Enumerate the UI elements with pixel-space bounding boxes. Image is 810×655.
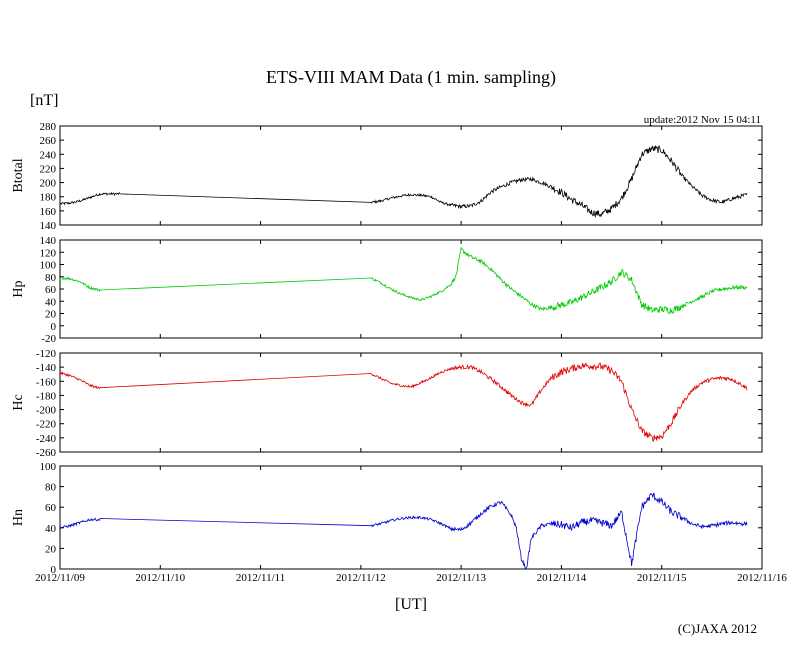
panel-frame	[59, 125, 763, 226]
y-tick-label: 160	[40, 206, 57, 218]
x-tick-label: 2012/11/11	[236, 572, 285, 584]
y-tick-label: 280	[40, 121, 57, 133]
unit-label: [nT]	[30, 92, 58, 109]
y-tick-label: 240	[40, 149, 57, 161]
y-tick-label: 120	[40, 247, 57, 259]
chart-title: ETS-VIII MAM Data (1 min. sampling)	[266, 67, 556, 88]
y-tick-label: 60	[45, 284, 57, 296]
panel-frame	[59, 465, 763, 570]
y-tick-label: -120	[36, 348, 57, 360]
y-axis-label: Hc	[11, 394, 26, 410]
x-tick-label: 2012/11/09	[35, 572, 85, 584]
x-axis-label: [UT]	[395, 596, 427, 613]
y-tick-label: -220	[36, 419, 57, 431]
panels-group: 140160180200220240260280Btotal-200204060…	[11, 121, 763, 576]
panel-hn: 0 20 40 60 80 100 Hn	[11, 461, 763, 576]
y-tick-label: 0	[51, 564, 57, 576]
y-tick-label: -140	[36, 362, 57, 374]
x-tick-label: 2012/11/13	[436, 572, 486, 584]
copyright-text: (C)JAXA 2012	[678, 621, 757, 636]
y-tick-label: -260	[36, 447, 57, 459]
y-tick-label: 40	[45, 523, 57, 535]
panel-hc: -260 -240 -220 -200 -180 -160 -140 -120 Hc	[11, 348, 763, 459]
series-line-hc	[60, 362, 748, 442]
y-tick-label: 200	[40, 178, 57, 190]
series-line-hn	[60, 492, 748, 569]
series-line-btotal	[60, 144, 748, 218]
y-tick-label: -240	[36, 433, 57, 445]
y-tick-label: 100	[40, 461, 57, 473]
y-tick-label: 20	[45, 309, 57, 321]
x-tick-label: 2012/11/10	[135, 572, 185, 584]
y-tick-label: 140	[40, 220, 57, 232]
y-tick-label: 60	[45, 502, 57, 514]
y-axis-label: Hn	[11, 509, 26, 526]
y-axis-label: Btotal	[11, 158, 26, 192]
y-tick-label: 140	[40, 235, 57, 247]
x-tick-label: 2012/11/16	[737, 572, 787, 584]
y-tick-label: 20	[45, 543, 57, 555]
series-line-hp	[60, 246, 748, 315]
x-tick-label: 2012/11/14	[537, 572, 587, 584]
x-tick-label: 2012/11/12	[336, 572, 386, 584]
y-tick-label: 180	[40, 192, 57, 204]
y-tick-label: -160	[36, 376, 57, 388]
y-tick-label: -20	[41, 333, 56, 345]
y-tick-label: -200	[36, 405, 57, 417]
panel-frame	[59, 239, 763, 339]
y-tick-label: 100	[40, 260, 57, 272]
y-axis-label: Hp	[11, 280, 26, 297]
y-tick-label: 220	[40, 163, 57, 175]
y-tick-label: 40	[45, 296, 57, 308]
y-tick-label: 80	[45, 482, 57, 494]
y-tick-label: -180	[36, 390, 57, 402]
y-tick-label: 260	[40, 135, 57, 147]
y-tick-label: 80	[45, 272, 57, 284]
update-timestamp: update:2012 Nov 15 04:11	[644, 114, 761, 126]
x-axis-ticks: 2012/11/09 2012/11/10 2012/11/11 2012/11/12…	[35, 572, 787, 584]
x-tick-label: 2012/11/15	[637, 572, 687, 584]
panel-btotal: 140 160 180 200 220 240 260 280 Btotal	[11, 121, 763, 232]
panel-frame	[59, 352, 763, 453]
y-tick-label: 0	[51, 321, 57, 333]
